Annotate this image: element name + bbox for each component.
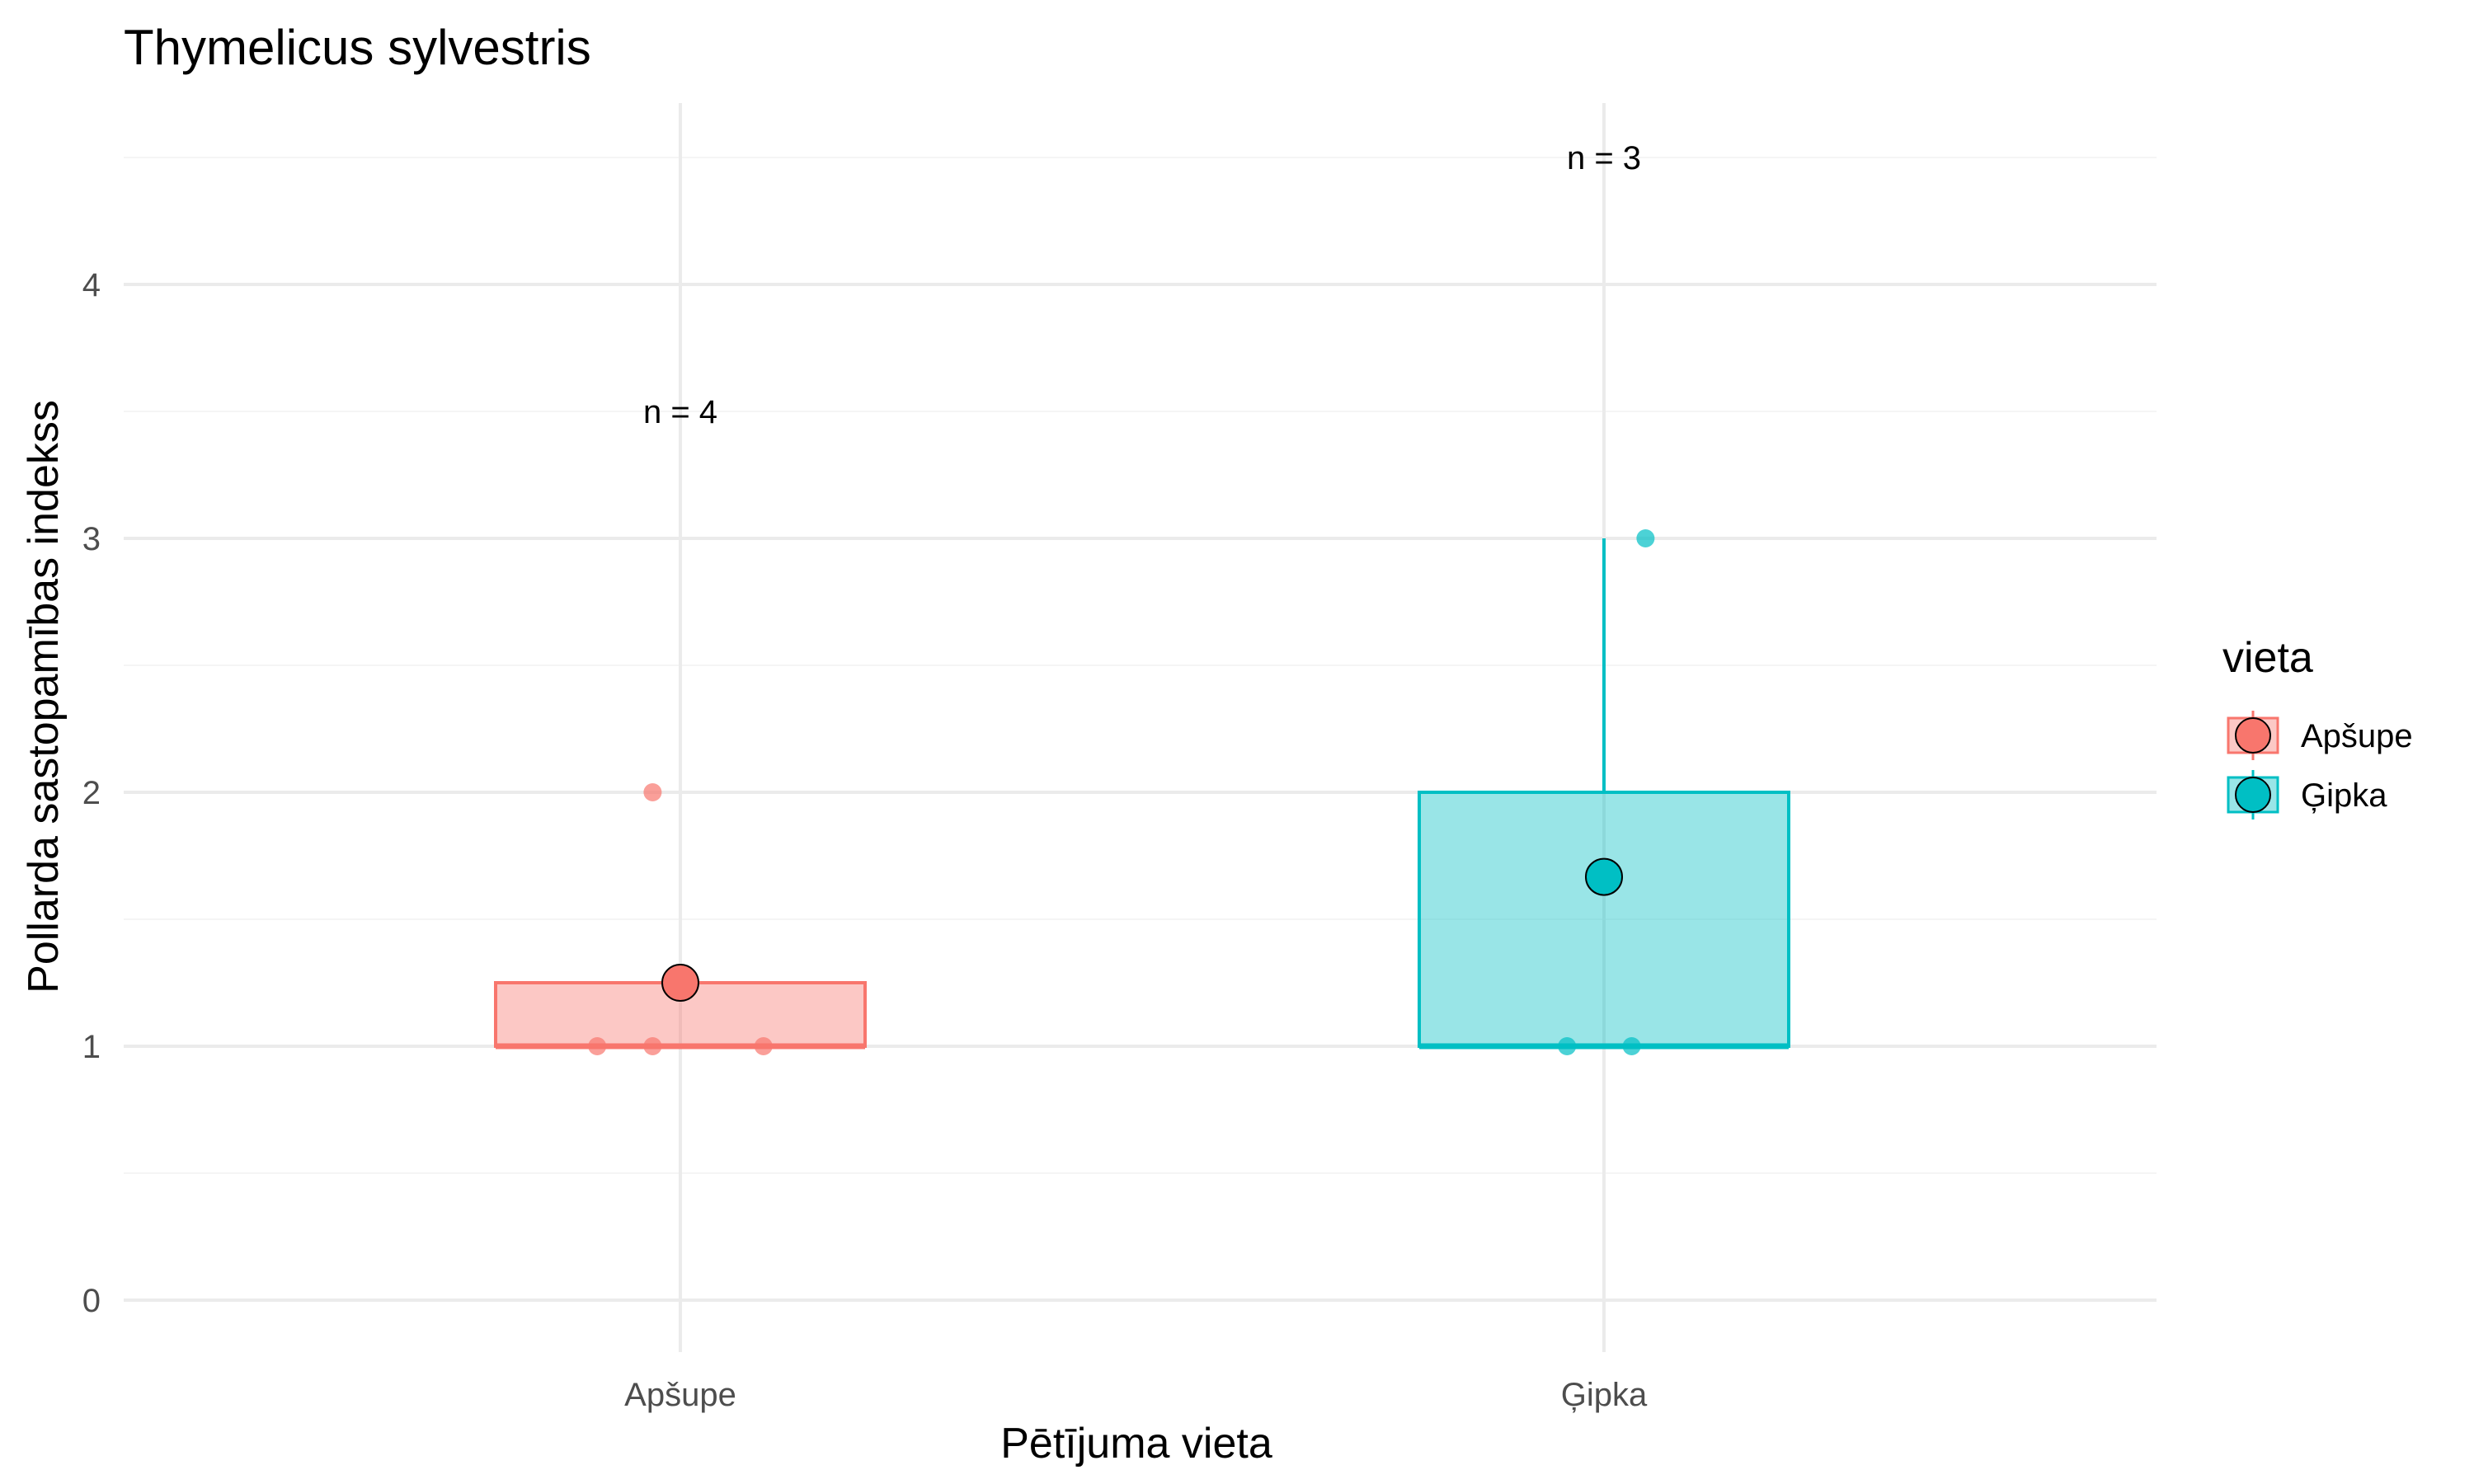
mean-point <box>661 964 699 1002</box>
data-point <box>754 1037 773 1055</box>
box <box>1418 791 1790 1048</box>
legend-item: Ģipka <box>2227 770 2387 819</box>
legend: vieta Apšupe Ģipka <box>2222 634 2413 819</box>
legend-label: Ģipka <box>2301 777 2387 814</box>
points-layer <box>588 529 1655 1055</box>
x-tick-label: Apšupe <box>624 1377 736 1413</box>
boxes-layer <box>494 538 1790 1050</box>
y-tick-label: 4 <box>82 267 101 303</box>
data-point <box>1622 1037 1641 1055</box>
legend-item: Apšupe <box>2227 711 2413 760</box>
mean-point <box>1585 857 1623 896</box>
y-tick-label: 1 <box>82 1029 101 1065</box>
y-tick-label: 2 <box>82 775 101 811</box>
chart-title: Thymelicus sylvestris <box>124 20 591 75</box>
legend-title: vieta <box>2222 634 2313 682</box>
legend-label: Apšupe <box>2301 718 2413 754</box>
x-tick-label: Ģipka <box>1561 1377 1648 1413</box>
data-point <box>643 783 662 801</box>
n-label: n = 3 <box>1567 140 1641 176</box>
data-point <box>1558 1037 1577 1055</box>
y-tick-label: 3 <box>82 521 101 557</box>
data-point <box>1636 529 1655 547</box>
legend-key-point <box>2235 777 2271 813</box>
legend-items: Apšupe Ģipka <box>2227 711 2413 819</box>
legend-key-point <box>2235 717 2271 754</box>
data-point <box>643 1037 662 1055</box>
y-axis-title: Pollarda sastopamības indekss <box>20 400 68 993</box>
labels-layer: 0 1 2 3 4 Apšupe Ģipka n = 4 n = 3 <box>82 140 1648 1413</box>
n-label: n = 4 <box>643 394 717 430</box>
grid-layer <box>124 103 2157 1352</box>
y-tick-label: 0 <box>82 1283 101 1319</box>
data-point <box>588 1037 607 1055</box>
x-axis-title: Pētījuma vieta <box>1000 1420 1272 1468</box>
